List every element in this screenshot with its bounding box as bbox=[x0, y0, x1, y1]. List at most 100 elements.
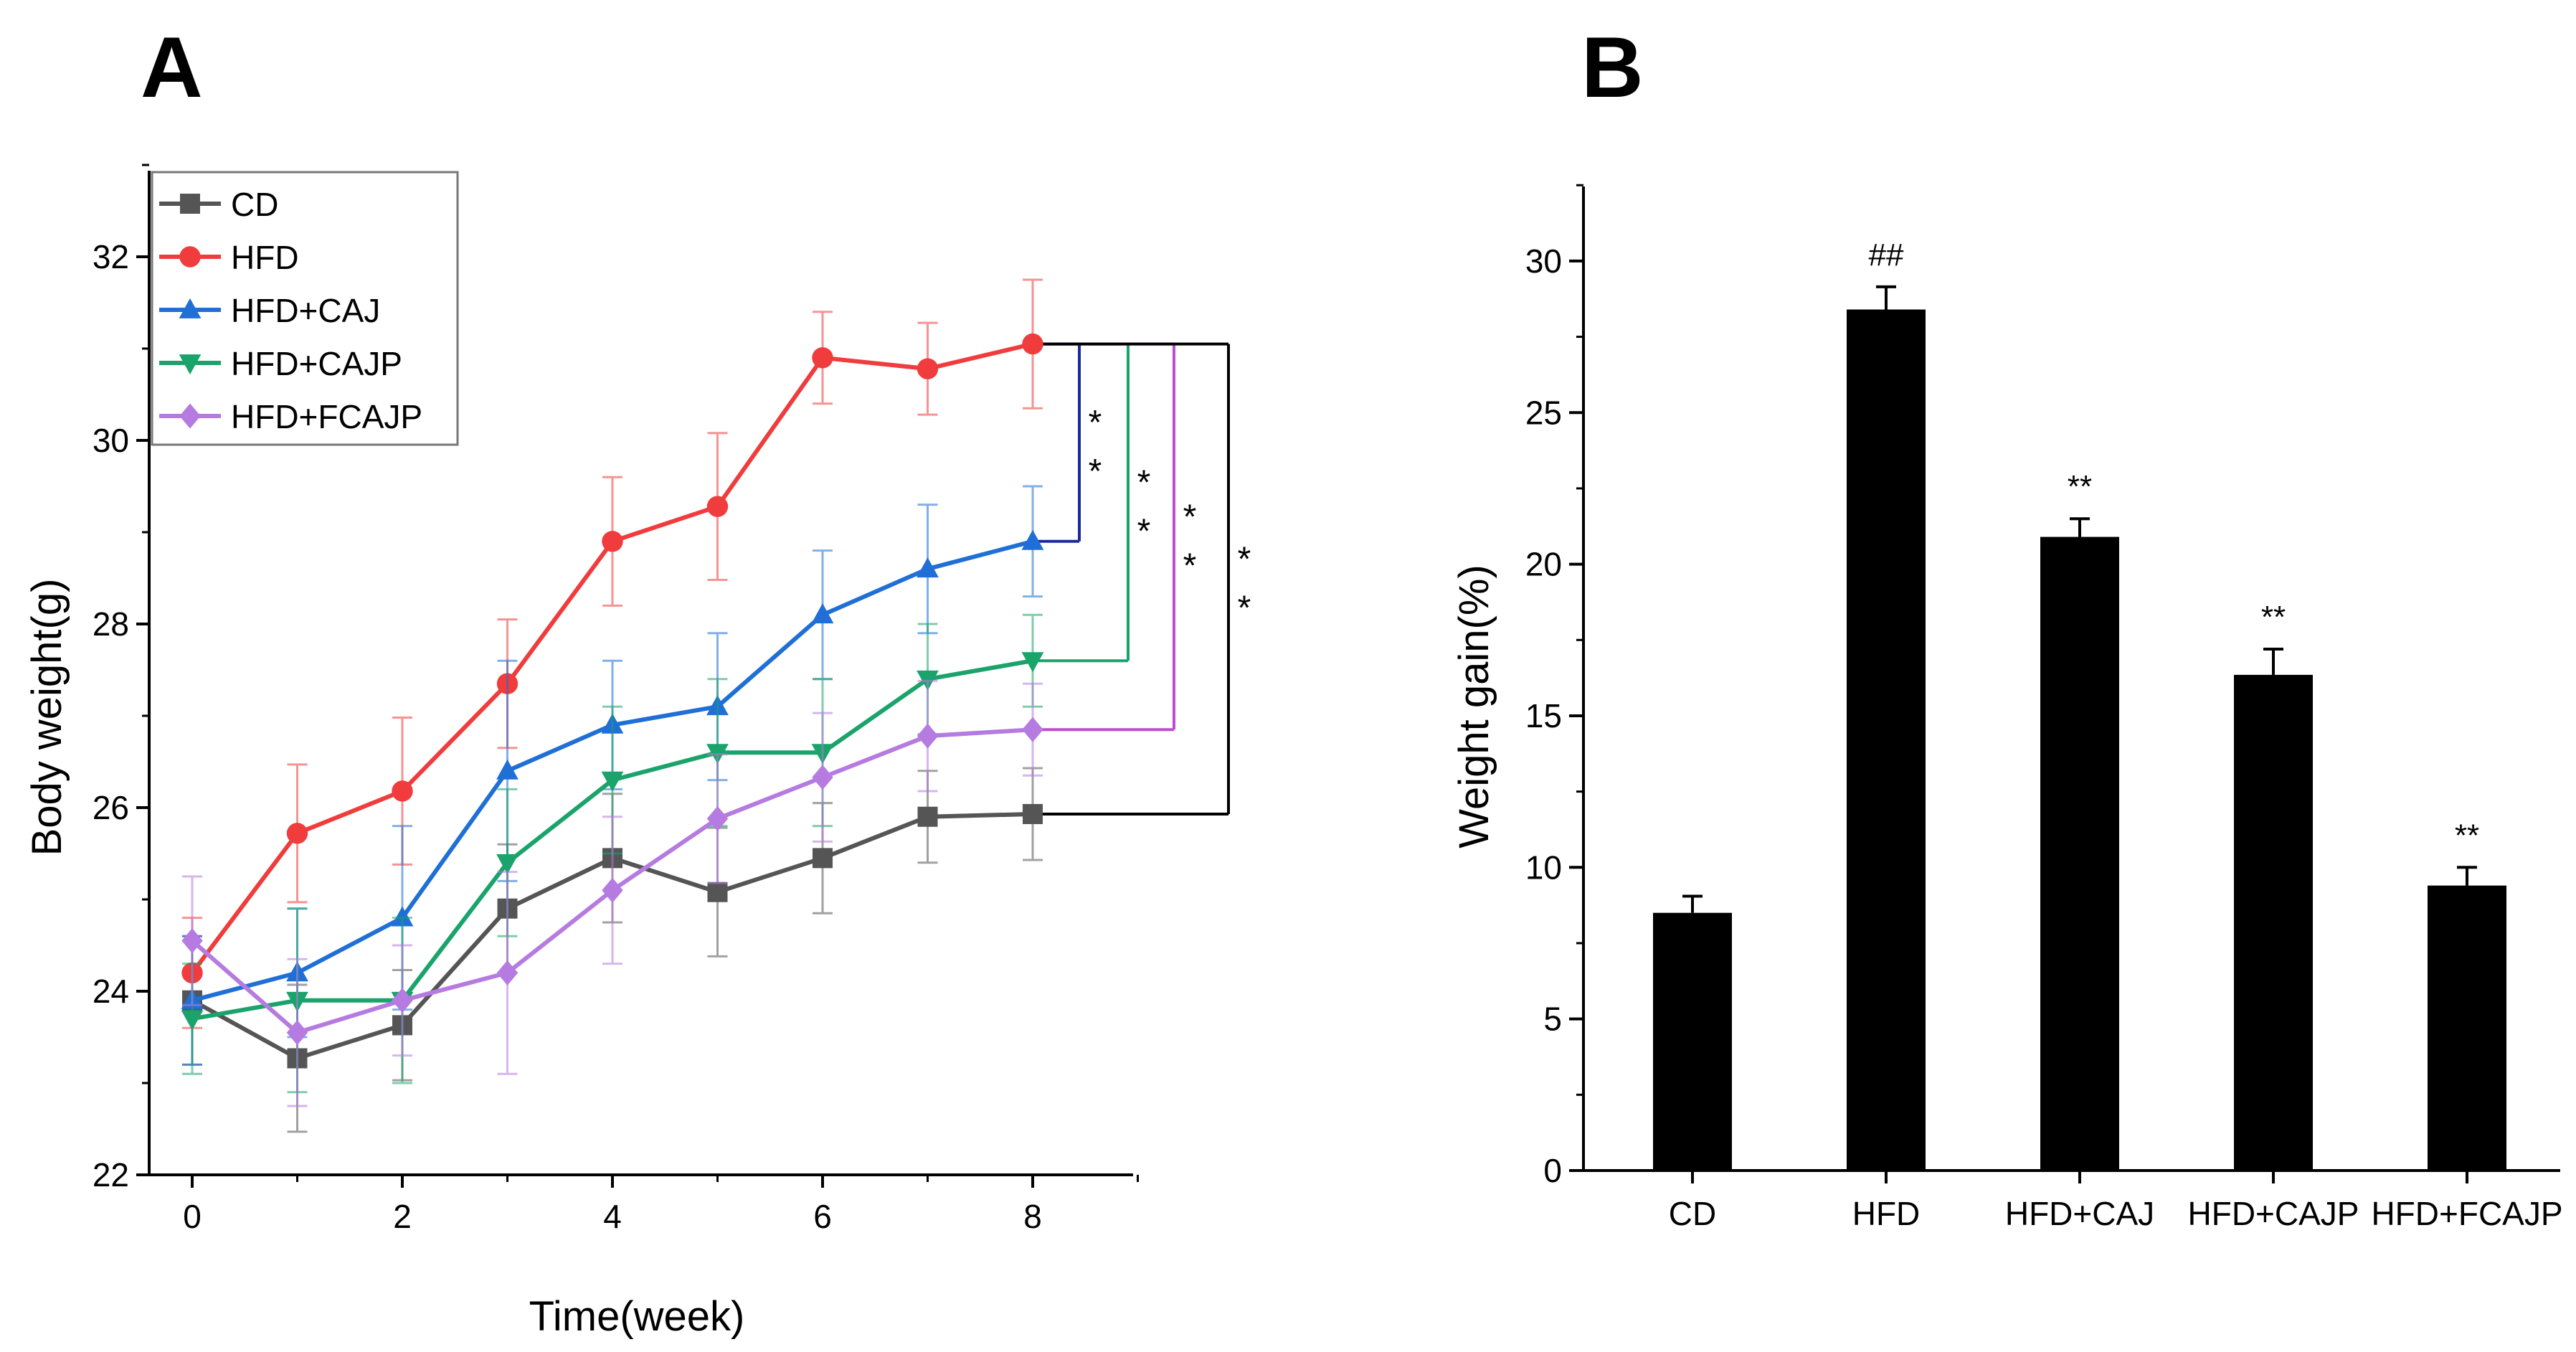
panel-a-x-tick-label: 4 bbox=[603, 1198, 622, 1235]
legend-marker bbox=[179, 246, 201, 268]
panel-b-y-tick-label: 15 bbox=[1525, 697, 1562, 734]
series-hfd bbox=[181, 278, 1043, 1029]
data-point bbox=[286, 1020, 308, 1046]
data-point bbox=[286, 823, 308, 844]
data-point bbox=[917, 358, 939, 379]
significance-mark: * bbox=[1137, 512, 1151, 550]
legend-marker bbox=[180, 194, 200, 214]
significance-bracket: ** bbox=[1033, 342, 1102, 543]
panel-a-x-tick-label: 6 bbox=[813, 1198, 832, 1235]
data-point bbox=[181, 928, 203, 954]
panel-a-x-axis-title: Time(week) bbox=[529, 1293, 745, 1340]
data-point bbox=[1023, 803, 1043, 824]
panel-b-y-tick-label: 20 bbox=[1525, 546, 1562, 583]
data-point bbox=[917, 723, 939, 749]
panel-a-x-tick-label: 0 bbox=[183, 1198, 202, 1235]
legend-label: HFD+FCAJP bbox=[231, 398, 422, 435]
panel-b-y-tick-label: 30 bbox=[1525, 242, 1562, 280]
data-point bbox=[392, 988, 413, 1013]
data-point bbox=[392, 780, 413, 802]
data-point bbox=[496, 759, 518, 780]
data-point bbox=[812, 765, 833, 790]
bar bbox=[2428, 885, 2506, 1171]
series-hfd-plus-fcajp bbox=[181, 679, 1043, 1107]
data-point bbox=[496, 854, 518, 874]
data-point bbox=[811, 603, 834, 624]
panel-b-x-tick-label: HFD+CAJP bbox=[2188, 1195, 2359, 1232]
panel-b-y-tick-label: 10 bbox=[1525, 848, 1562, 886]
panel-a-x-tick-label: 2 bbox=[393, 1198, 412, 1235]
data-point bbox=[706, 496, 729, 517]
panel-b-x-tick-label: CD bbox=[1669, 1195, 1716, 1232]
panel-a-y-tick-label: 32 bbox=[93, 238, 129, 275]
data-point bbox=[917, 557, 939, 578]
panel-b-x-tick-label: HFD+CAJ bbox=[2005, 1195, 2154, 1232]
legend-marker bbox=[179, 354, 202, 375]
significance-label: ** bbox=[2068, 469, 2092, 504]
panel-b-letter: B bbox=[1581, 19, 1644, 115]
panel-a-x-tick-label: 8 bbox=[1023, 1198, 1042, 1235]
bar-group: ** bbox=[2234, 600, 2313, 1171]
significance-mark: * bbox=[1183, 547, 1197, 585]
legend-marker bbox=[179, 403, 201, 429]
panel-a-y-tick-label: 24 bbox=[93, 973, 129, 1010]
panel-a-y-tick-label: 22 bbox=[93, 1156, 129, 1193]
bar-group: ** bbox=[2428, 818, 2506, 1171]
significance-mark: * bbox=[1089, 404, 1102, 442]
legend-label: HFD+CAJ bbox=[231, 292, 380, 329]
panel-a-legend: CD HFD HFD+CAJ HFD+CAJP HFD+FCAJP bbox=[151, 171, 459, 446]
bar bbox=[1847, 309, 1926, 1171]
bar-group: ## bbox=[1847, 237, 1926, 1171]
bar bbox=[1653, 912, 1732, 1171]
panel-b-y-tick-label: 0 bbox=[1543, 1152, 1562, 1189]
legend-marker bbox=[179, 298, 202, 318]
panel-a-letter: A bbox=[141, 19, 203, 115]
significance-mark: * bbox=[1238, 589, 1251, 627]
data-point bbox=[181, 1010, 204, 1031]
data-point bbox=[602, 877, 623, 903]
data-point bbox=[707, 881, 728, 902]
data-point bbox=[601, 771, 624, 792]
panel-a-y-tick-label: 26 bbox=[93, 789, 129, 826]
panel-a-series bbox=[181, 278, 1044, 1133]
legend-label: HFD+CAJP bbox=[231, 345, 402, 382]
significance-bracket: ** bbox=[1033, 342, 1151, 663]
significance-label: ## bbox=[1869, 237, 1904, 273]
significance-label: ** bbox=[2455, 818, 2479, 853]
bar bbox=[2234, 674, 2313, 1171]
panel-b-x-tick-label: HFD bbox=[1852, 1195, 1921, 1232]
significance-label: ** bbox=[2261, 600, 2286, 635]
data-point bbox=[1022, 717, 1043, 742]
panel-b-axes: 0 5 10 15 20 25 30 CD HFD HFD+CAJ HFD+CAJP HFD+FCAJ… bbox=[1525, 184, 2563, 1232]
panel-a-y-axis-title: Body weight(g) bbox=[24, 579, 70, 856]
significance-mark: * bbox=[1183, 498, 1197, 536]
panel-a-significance: ** ** ** ** bbox=[1033, 342, 1251, 816]
panel-b-x-tick-label: HFD+FCAJP bbox=[2371, 1195, 2562, 1232]
significance-mark: * bbox=[1089, 453, 1102, 491]
significance-bracket: ** bbox=[1033, 342, 1197, 732]
panel-b-y-tick-label: 5 bbox=[1543, 1001, 1562, 1038]
significance-mark: * bbox=[1238, 540, 1251, 578]
panel-a-y-tick-label: 28 bbox=[93, 605, 129, 643]
data-point bbox=[1021, 652, 1044, 673]
data-point bbox=[706, 805, 729, 831]
panel-b-y-tick-label: 25 bbox=[1525, 394, 1562, 431]
data-point bbox=[1021, 529, 1044, 550]
significance-mark: * bbox=[1137, 463, 1151, 501]
legend-label: CD bbox=[231, 186, 278, 223]
bar-group: ** bbox=[2040, 469, 2119, 1171]
bar-group bbox=[1653, 894, 1732, 1171]
data-point bbox=[813, 848, 833, 869]
panel-a-y-tick-label: 30 bbox=[93, 422, 129, 459]
significance-bracket: ** bbox=[1033, 342, 1251, 816]
data-point bbox=[496, 960, 518, 985]
bar bbox=[2040, 536, 2119, 1171]
data-point bbox=[812, 347, 833, 369]
data-point bbox=[1022, 333, 1043, 355]
panel-b-y-axis-title: Weight gain(%) bbox=[1451, 564, 1497, 848]
legend-label: HFD bbox=[231, 239, 299, 276]
data-point bbox=[917, 806, 938, 827]
data-point bbox=[602, 531, 623, 552]
